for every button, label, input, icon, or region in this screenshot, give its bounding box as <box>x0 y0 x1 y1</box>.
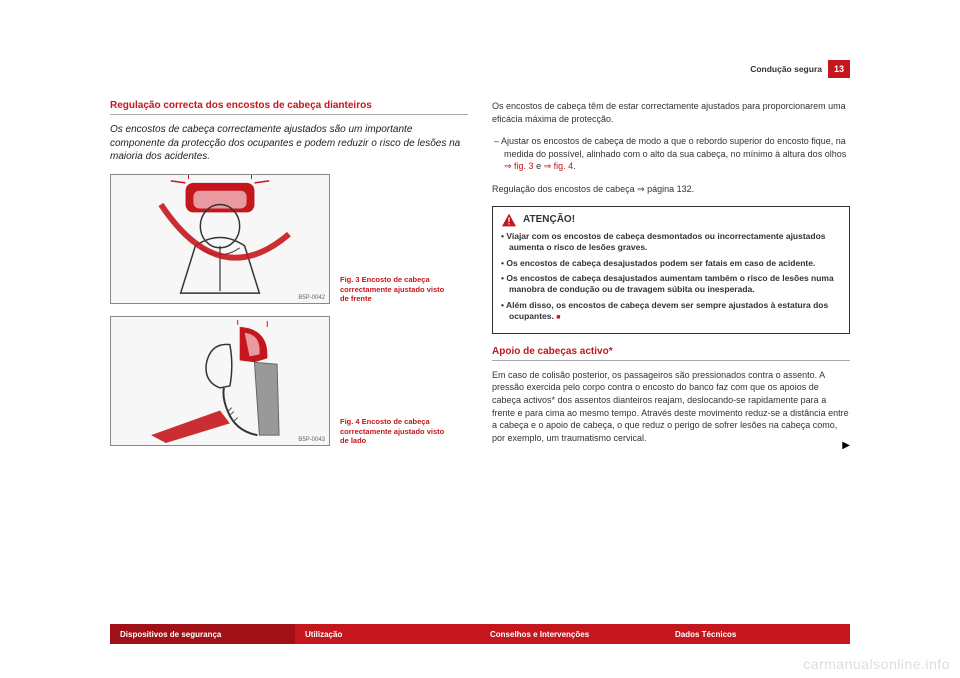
warning-list: Viajar com os encostos de cabeça desmont… <box>501 231 841 323</box>
warning-title: ATENÇÃO! <box>523 214 575 225</box>
watermark-text: carmanualsonline.info <box>803 656 950 672</box>
fig4-ref: ⇒ fig. 4 <box>544 161 574 171</box>
footer-tab-usage[interactable]: Utilização <box>295 624 480 644</box>
end-square-icon: ■ <box>556 314 560 321</box>
bullet-text-post: . <box>573 161 576 171</box>
right-para-2: Regulação dos encostos de cabeça ⇒ págin… <box>492 183 850 196</box>
header-section-title: Condução segura <box>750 64 822 74</box>
warning-header: ATENÇÃO! <box>501 213 841 227</box>
warning-item-4-text: Além disso, os encostos de cabeça devem … <box>506 300 828 321</box>
figure-3-image: B5P-0042 <box>110 174 330 304</box>
figure-4-image: B5P-0043 <box>110 316 330 446</box>
warning-item-1: Viajar com os encostos de cabeça desmont… <box>501 231 841 254</box>
footer-nav-bar: Dispositivos de segurança Utilização Con… <box>110 624 850 644</box>
footer-tab-techdata[interactable]: Dados Técnicos <box>665 624 850 644</box>
header-bar: Condução segura 13 <box>750 60 850 78</box>
figure-4-block: B5P-0043 Fig. 4 Encosto de cabeça correc… <box>110 316 468 446</box>
right-para-3: Em caso de colisão posterior, os passage… <box>492 369 850 445</box>
warning-item-2: Os encostos de cabeça desajustados podem… <box>501 258 841 269</box>
bullet-text-mid: e <box>534 161 544 171</box>
figure-3-code: B5P-0042 <box>298 295 325 301</box>
warning-item-3: Os encostos de cabeça desajustados aumen… <box>501 273 841 296</box>
figure-4-code: B5P-0043 <box>298 437 325 443</box>
right-subheading-2: Apoio de cabeças activo* <box>492 346 850 361</box>
left-column: Regulação correcta dos encostos de cabeç… <box>110 100 468 458</box>
left-intro-italic: Os encostos de cabeça correctamente ajus… <box>110 123 468 164</box>
figure-3-block: B5P-0042 Fig. 3 Encosto de cabeça correc… <box>110 174 468 304</box>
headrest-side-icon <box>111 317 329 445</box>
page-number: 13 <box>828 60 850 78</box>
footer-tab-safety[interactable]: Dispositivos de segurança <box>110 624 295 644</box>
warning-box: ATENÇÃO! Viajar com os encostos de cabeç… <box>492 206 850 334</box>
left-subheading: Regulação correcta dos encostos de cabeç… <box>110 100 468 115</box>
figure-4-caption: Fig. 4 Encosto de cabeça correctamente a… <box>340 417 450 445</box>
right-bullet: – Ajustar os encostos de cabeça de modo … <box>492 135 850 173</box>
warning-item-4: Além disso, os encostos de cabeça devem … <box>501 300 841 323</box>
headrest-front-icon <box>111 175 329 303</box>
figure-3-caption: Fig. 3 Encosto de cabeça correctamente a… <box>340 275 450 303</box>
right-para-1: Os encostos de cabeça têm de estar corre… <box>492 100 850 125</box>
continue-arrow-icon: ▶ <box>842 440 850 451</box>
right-column: Os encostos de cabeça têm de estar corre… <box>492 100 850 458</box>
warning-triangle-icon <box>501 213 517 227</box>
bullet-text-pre: – Ajustar os encostos de cabeça de modo … <box>494 136 846 159</box>
fig3-ref: ⇒ fig. 3 <box>504 161 534 171</box>
footer-tab-advice[interactable]: Conselhos e Intervenções <box>480 624 665 644</box>
